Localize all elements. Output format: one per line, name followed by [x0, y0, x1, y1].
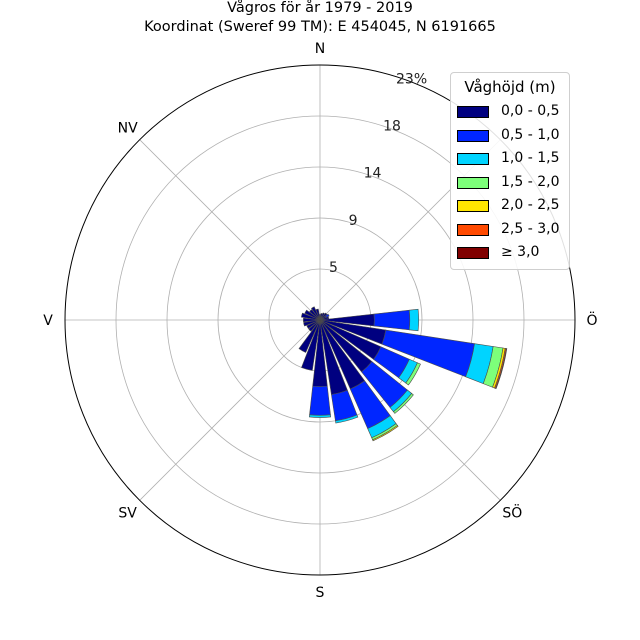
legend-label: 2,5 - 3,0 [501, 221, 560, 237]
legend-swatch-3 [457, 177, 489, 189]
windrose-wedge [304, 309, 321, 321]
spoke-line [139, 319, 321, 501]
windrose-wedge [315, 308, 321, 321]
legend-label: ≥ 3,0 [501, 244, 540, 260]
grid-circle [115, 115, 525, 525]
direction-label: SÖ [502, 503, 522, 521]
windrose-wedge [308, 414, 332, 418]
legend-swatch-0 [457, 106, 489, 118]
windrose-wedge [324, 313, 330, 318]
legend: Våghöjd (m) 0,0 - 0,5 0,5 - 1,0 1,0 - 1,… [450, 72, 570, 270]
windrose-wedge [298, 319, 321, 353]
spoke-line [139, 139, 321, 321]
windrose-wedge [319, 316, 330, 321]
legend-swatch-6 [457, 247, 489, 259]
legend-label: 0,5 - 1,0 [501, 127, 560, 143]
windrose-wedge [372, 425, 399, 442]
windrose-wedge [309, 385, 331, 416]
legend-title: Våghöjd (m) [464, 78, 556, 96]
grid-circle [166, 166, 474, 474]
radial-tick-label: 18 [383, 119, 401, 135]
windrose-wedge [309, 309, 321, 321]
direction-label: S [316, 585, 325, 601]
windrose-wedge [373, 309, 411, 331]
windrose-wedge [393, 393, 414, 414]
radial-tick-label: 23% [396, 71, 427, 87]
windrose-wedge [495, 348, 508, 390]
radial-tick-label: 5 [329, 260, 338, 276]
legend-label: 1,5 - 2,0 [501, 174, 560, 190]
legend-swatch-2 [457, 153, 489, 165]
windrose-wedge [405, 362, 421, 386]
windrose-wedge [335, 414, 359, 424]
chart-title: Vågros för år 1979 - 2019 [227, 0, 413, 16]
windrose-wedge [311, 306, 321, 321]
windrose-wedge [306, 319, 321, 329]
radial-tick-label: 14 [364, 166, 382, 182]
chart-subtitle: Koordinat (Sweref 99 TM): E 454045, N 61… [144, 19, 496, 35]
direction-label: Ö [586, 311, 597, 329]
legend-swatch-1 [457, 130, 489, 142]
outer-circle [64, 64, 576, 576]
windrose-labels: 5 9 14 18 23% N NV V SV S SÖ Ö [43, 41, 597, 601]
direction-label: SV [118, 505, 137, 521]
direction-label: N [315, 41, 325, 57]
windrose-wedge [301, 312, 321, 321]
legend-label: 2,0 - 2,5 [501, 197, 560, 213]
windrose-bars [298, 306, 508, 442]
legend-label: 0,0 - 0,5 [501, 103, 560, 119]
windrose-wedge [303, 319, 321, 327]
windrose-wedge [308, 319, 321, 332]
legend-label: 1,0 - 1,5 [501, 150, 560, 166]
legend-swatch-4 [457, 200, 489, 212]
direction-label: NV [118, 121, 138, 137]
legend-swatch-5 [457, 224, 489, 236]
windrose-wedge [319, 312, 328, 321]
direction-label: V [43, 313, 53, 329]
windrose-wedge [301, 319, 321, 371]
radial-tick-label: 9 [349, 213, 358, 229]
grid-circle [217, 217, 423, 423]
windrose-wedge [408, 308, 419, 332]
windrose-wedge [303, 317, 321, 323]
